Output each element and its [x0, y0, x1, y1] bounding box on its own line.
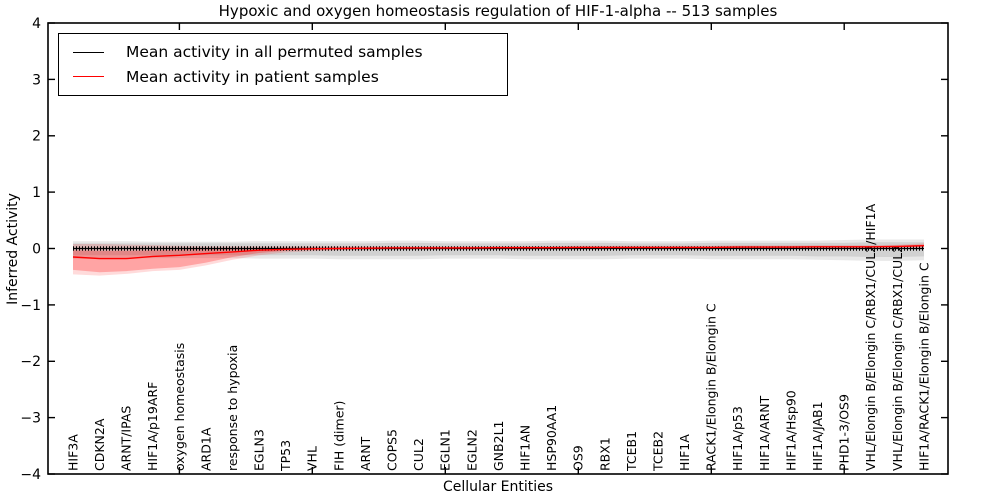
- x-category-label: EGLN2: [464, 429, 479, 471]
- permuted-line-swatch: [73, 51, 104, 53]
- x-category-label: response to hypoxia: [225, 345, 240, 471]
- x-category-label: PHD1-3/OS9: [837, 394, 852, 471]
- x-category-label: VHL/Elongin B/Elongin C/RBX1/CUL2: [890, 245, 905, 471]
- legend-item-permuted: Mean activity in all permuted samples: [73, 41, 507, 63]
- x-category-label: OS9: [571, 445, 586, 471]
- patient-line-swatch: [73, 76, 104, 78]
- x-category-label: TP53: [278, 440, 293, 472]
- legend: Mean activity in all permuted samples Me…: [58, 33, 508, 96]
- x-category-label: COPS5: [384, 429, 399, 471]
- x-category-label: HIF1AN: [517, 425, 532, 471]
- legend-label-patient: Mean activity in patient samples: [126, 67, 379, 86]
- y-tick-label: 4: [32, 16, 41, 32]
- y-tick-label: −4: [20, 467, 41, 483]
- x-category-label: RACK1/Elongin B/Elongin C: [704, 303, 719, 471]
- x-category-label: TCEB2: [650, 431, 665, 472]
- y-tick-label: 2: [32, 129, 41, 145]
- x-category-label: CDKN2A: [92, 418, 107, 471]
- y-tick-label: −2: [20, 354, 41, 370]
- patient-band-outer: [73, 243, 924, 276]
- x-category-label: HIF1A/Hsp90: [783, 390, 798, 471]
- y-tick-label: 0: [32, 241, 41, 257]
- x-category-label: HIF1A/JAB1: [810, 401, 825, 471]
- x-category-label: VHL/Elongin B/Elongin C/RBX1/CUL2/HIF1A: [863, 203, 878, 471]
- x-category-label: oxygen homeostasis: [172, 343, 187, 471]
- y-tick-label: 3: [32, 72, 41, 88]
- permuted-band-inner: [73, 242, 924, 257]
- y-axis-label: Inferred Activity: [5, 193, 21, 305]
- y-tick-label: 1: [32, 185, 41, 201]
- x-category-label: HIF1A/ARNT: [757, 395, 772, 471]
- x-category-label: EGLN1: [438, 429, 453, 471]
- patient-mean-line: [72, 245, 925, 260]
- x-category-label: ARNT/IPAS: [119, 406, 134, 471]
- x-category-label: HIF1A/p19ARF: [145, 382, 160, 471]
- legend-label-permuted: Mean activity in all permuted samples: [126, 43, 423, 62]
- chart-title: Hypoxic and oxygen homeostasis regulatio…: [218, 2, 778, 20]
- x-category-label: TCEB1: [624, 431, 639, 472]
- permuted-band-outer: [73, 239, 924, 261]
- x-category-label: CUL2: [411, 438, 426, 471]
- x-category-label: RBX1: [597, 437, 612, 471]
- x-category-label: HIF1A/RACK1/Elongin B/Elongin C: [916, 262, 931, 471]
- x-axis-label: Cellular Entities: [442, 479, 554, 495]
- x-category-label: EGLN3: [252, 429, 267, 471]
- x-category-label: HSP90AA1: [544, 405, 559, 471]
- x-category-label: FIH (dimer): [331, 401, 346, 471]
- x-category-label: HIF1A: [677, 434, 692, 471]
- x-category-label: ARD1A: [198, 427, 213, 471]
- x-category-label: HIF1A/p53: [730, 406, 745, 471]
- x-category-label: GNB2L1: [491, 421, 506, 471]
- legend-item-patient: Mean activity in patient samples: [73, 66, 507, 88]
- x-category-label: HIF3A: [65, 434, 80, 471]
- y-tick-label: −3: [20, 411, 41, 427]
- x-category-label: VHL: [305, 446, 320, 471]
- y-tick-label: −1: [20, 298, 41, 314]
- x-category-label: ARNT: [358, 436, 373, 471]
